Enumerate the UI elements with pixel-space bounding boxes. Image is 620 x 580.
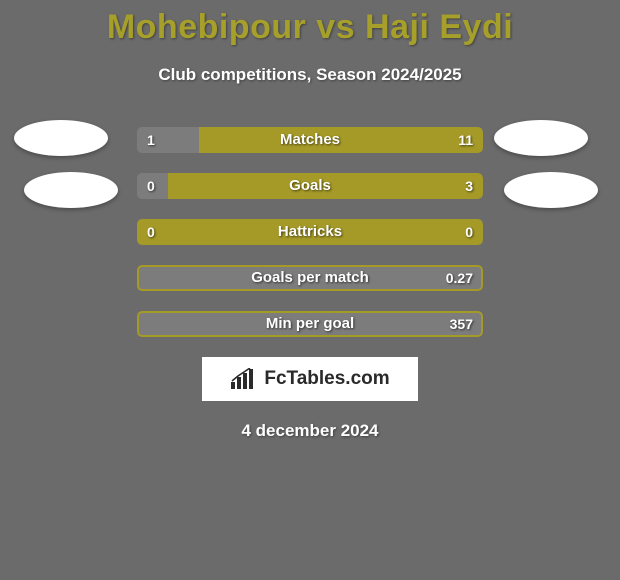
stat-value-left: 0	[147, 219, 155, 245]
stat-row: Min per goal357	[137, 311, 483, 337]
stat-row: Matches111	[137, 127, 483, 153]
comparison-chart: Matches111Goals03Hattricks00Goals per ma…	[137, 127, 483, 337]
stat-value-right: 0	[465, 219, 473, 245]
stat-row: Goals0 3	[137, 173, 483, 199]
page-title: Mohebipour vs Haji Eydi	[0, 0, 620, 47]
player-photo-placeholder	[504, 172, 598, 208]
stat-value-right: 357	[450, 311, 473, 337]
stat-label: Min per goal	[137, 311, 483, 337]
stat-value-right: 3	[465, 173, 473, 199]
stat-label: Matches	[137, 127, 483, 153]
brand-text: FcTables.com	[264, 368, 389, 390]
stat-value-left: 0	[147, 173, 155, 199]
page-subtitle: Club competitions, Season 2024/2025	[0, 65, 620, 85]
stat-value-left: 1	[147, 127, 155, 153]
stat-label: Goals per match	[137, 265, 483, 291]
player-photo-placeholder	[24, 172, 118, 208]
brand-box: FcTables.com	[202, 357, 418, 401]
stat-row: Hattricks0 0	[137, 219, 483, 245]
footer-date: 4 december 2024	[0, 421, 620, 441]
player-photo-placeholder	[494, 120, 588, 156]
stat-row: Goals per match0.27	[137, 265, 483, 291]
stat-label: Hattricks	[137, 219, 483, 245]
stat-label: Goals	[137, 173, 483, 199]
player-photo-placeholder	[14, 120, 108, 156]
stat-value-right: 0.27	[446, 265, 473, 291]
bars-icon	[230, 368, 258, 390]
stat-value-right: 11	[458, 127, 473, 153]
